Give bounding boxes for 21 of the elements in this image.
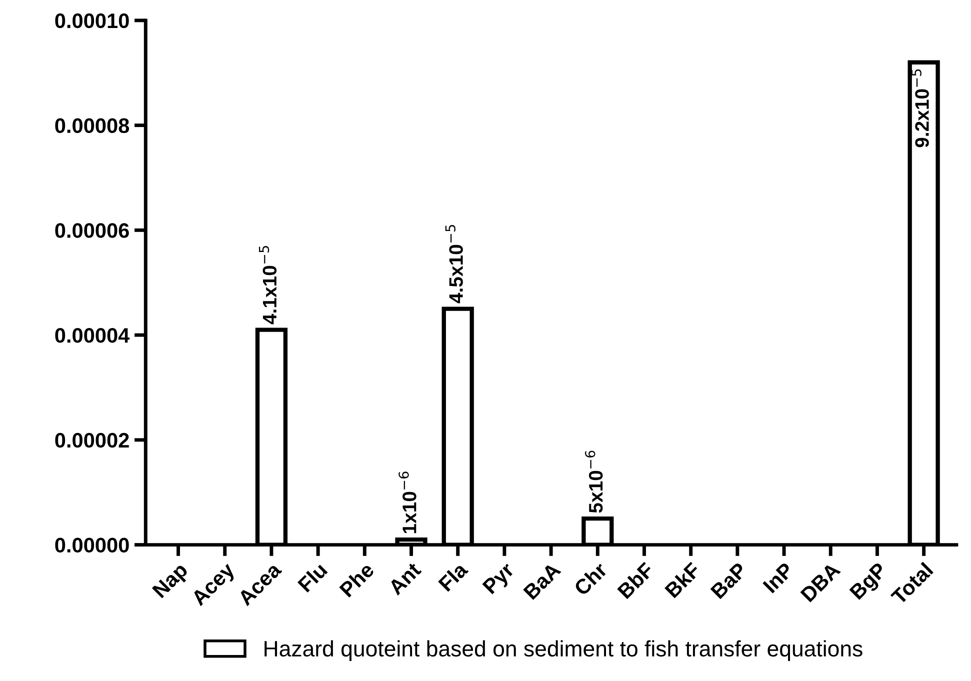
data-label: 4.5x10$^{−5}$ [445, 225, 463, 304]
x-tick-label: Flu [296, 562, 328, 593]
x-tick-label: Nap [152, 562, 192, 602]
x-tick-label: Phe [338, 561, 375, 598]
y-tick-label: 0.00002 [55, 432, 129, 448]
y-tick-label: 0.00006 [55, 223, 129, 238]
x-tick-label: BaA [523, 562, 562, 600]
x-tick-label: Chr [572, 560, 608, 596]
y-tick-label: 0.00010 [55, 13, 129, 28]
x-tick-label: Pyr [482, 562, 518, 598]
data-label: 9.2x10$^{−5}$ [911, 69, 929, 148]
data-label: 4.1x10$^{−5}$ [258, 246, 277, 324]
y-tick-label: 0.00000 [55, 538, 129, 553]
x-tick-label: InP [762, 562, 794, 594]
x-tick-label: Fla [438, 560, 469, 592]
data-label: 1x10$^{−6}$ [398, 472, 416, 534]
data-label: 5x10$^{−6}$ [584, 450, 603, 513]
x-tick-label: Ant [388, 561, 422, 596]
legend-label: Hazard quoteint based on sediment to fish transfer equations [264, 640, 862, 661]
y-tick-label: 0.00008 [55, 118, 130, 134]
y-tick-label: 0.00004 [55, 328, 130, 343]
